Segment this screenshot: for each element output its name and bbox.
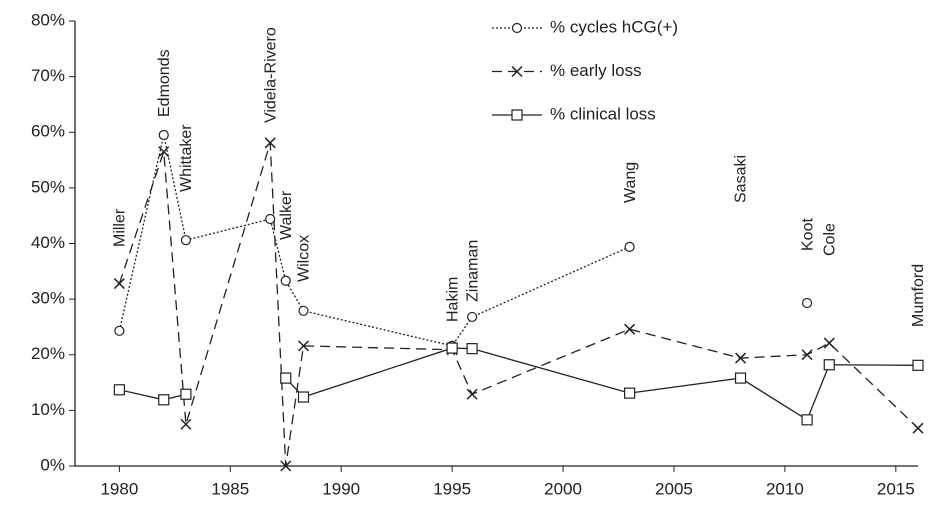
marker <box>264 137 276 149</box>
marker <box>158 394 170 406</box>
legend-label: % early loss <box>550 61 642 80</box>
marker <box>624 387 636 399</box>
study-label: Whittaker <box>178 124 195 192</box>
marker <box>511 65 523 78</box>
series-line <box>118 142 919 467</box>
marker <box>158 146 170 158</box>
marker <box>801 414 813 426</box>
study-label: Walker <box>278 190 295 240</box>
y-tick-label: 10% <box>31 400 65 419</box>
x-tick-label: 1980 <box>100 479 138 498</box>
marker <box>912 422 924 434</box>
y-tick-label: 70% <box>31 66 65 85</box>
y-tick-label: 50% <box>31 177 65 196</box>
marker <box>466 388 478 400</box>
marker <box>114 325 125 336</box>
study-label: Miller <box>112 208 129 247</box>
y-tick-label: 30% <box>31 289 65 308</box>
marker <box>511 22 523 34</box>
series-line <box>119 347 919 421</box>
marker <box>823 337 835 349</box>
marker <box>297 391 310 403</box>
marker <box>511 109 523 121</box>
study-label: Hakim <box>444 277 461 322</box>
y-tick-label: 80% <box>31 10 65 29</box>
study-label: Cole <box>821 223 838 256</box>
legend-label: % cycles hCG(+) <box>550 17 678 36</box>
x-tick-label: 1985 <box>211 479 249 498</box>
study-label: Wilcox <box>296 235 313 282</box>
y-tick-label: 20% <box>31 344 65 363</box>
x-tick-label: 2015 <box>877 479 915 498</box>
marker <box>113 384 125 396</box>
study-label: Edmonds <box>156 49 173 117</box>
x-tick-label: 2000 <box>544 479 582 498</box>
marker <box>180 418 192 430</box>
y-tick-label: 0% <box>40 455 65 474</box>
marker <box>801 297 813 309</box>
marker <box>624 323 636 335</box>
study-label: Koot <box>799 218 816 251</box>
marker <box>180 388 192 400</box>
marker <box>298 305 309 316</box>
study-label: Wang <box>622 162 639 203</box>
study-label: Zinaman <box>464 240 481 302</box>
study-label: Sasaki <box>733 155 750 203</box>
marker <box>180 235 192 246</box>
study-label: Mumford <box>910 264 927 327</box>
marker <box>113 278 125 290</box>
marker <box>158 129 169 141</box>
y-tick-label: 60% <box>31 122 65 141</box>
x-tick-label: 2010 <box>766 479 804 498</box>
marker <box>734 352 747 364</box>
marker <box>734 372 747 384</box>
y-tick-label: 40% <box>31 233 65 252</box>
marker <box>446 342 458 354</box>
marker <box>912 359 924 371</box>
marker <box>280 372 292 384</box>
marker <box>823 359 835 371</box>
marker <box>624 241 635 252</box>
x-tick-label: 2005 <box>655 479 693 498</box>
marker <box>280 460 292 472</box>
marker <box>280 275 291 286</box>
marker <box>801 349 813 361</box>
marker <box>466 311 478 323</box>
legend-label: % clinical loss <box>550 104 656 123</box>
x-tick-label: 1990 <box>322 479 360 498</box>
study-label: Videla-Rivero <box>262 27 279 123</box>
marker <box>297 340 310 352</box>
series-line <box>119 135 807 346</box>
x-tick-label: 1995 <box>433 479 471 498</box>
marker <box>265 213 276 225</box>
marker <box>466 343 478 355</box>
